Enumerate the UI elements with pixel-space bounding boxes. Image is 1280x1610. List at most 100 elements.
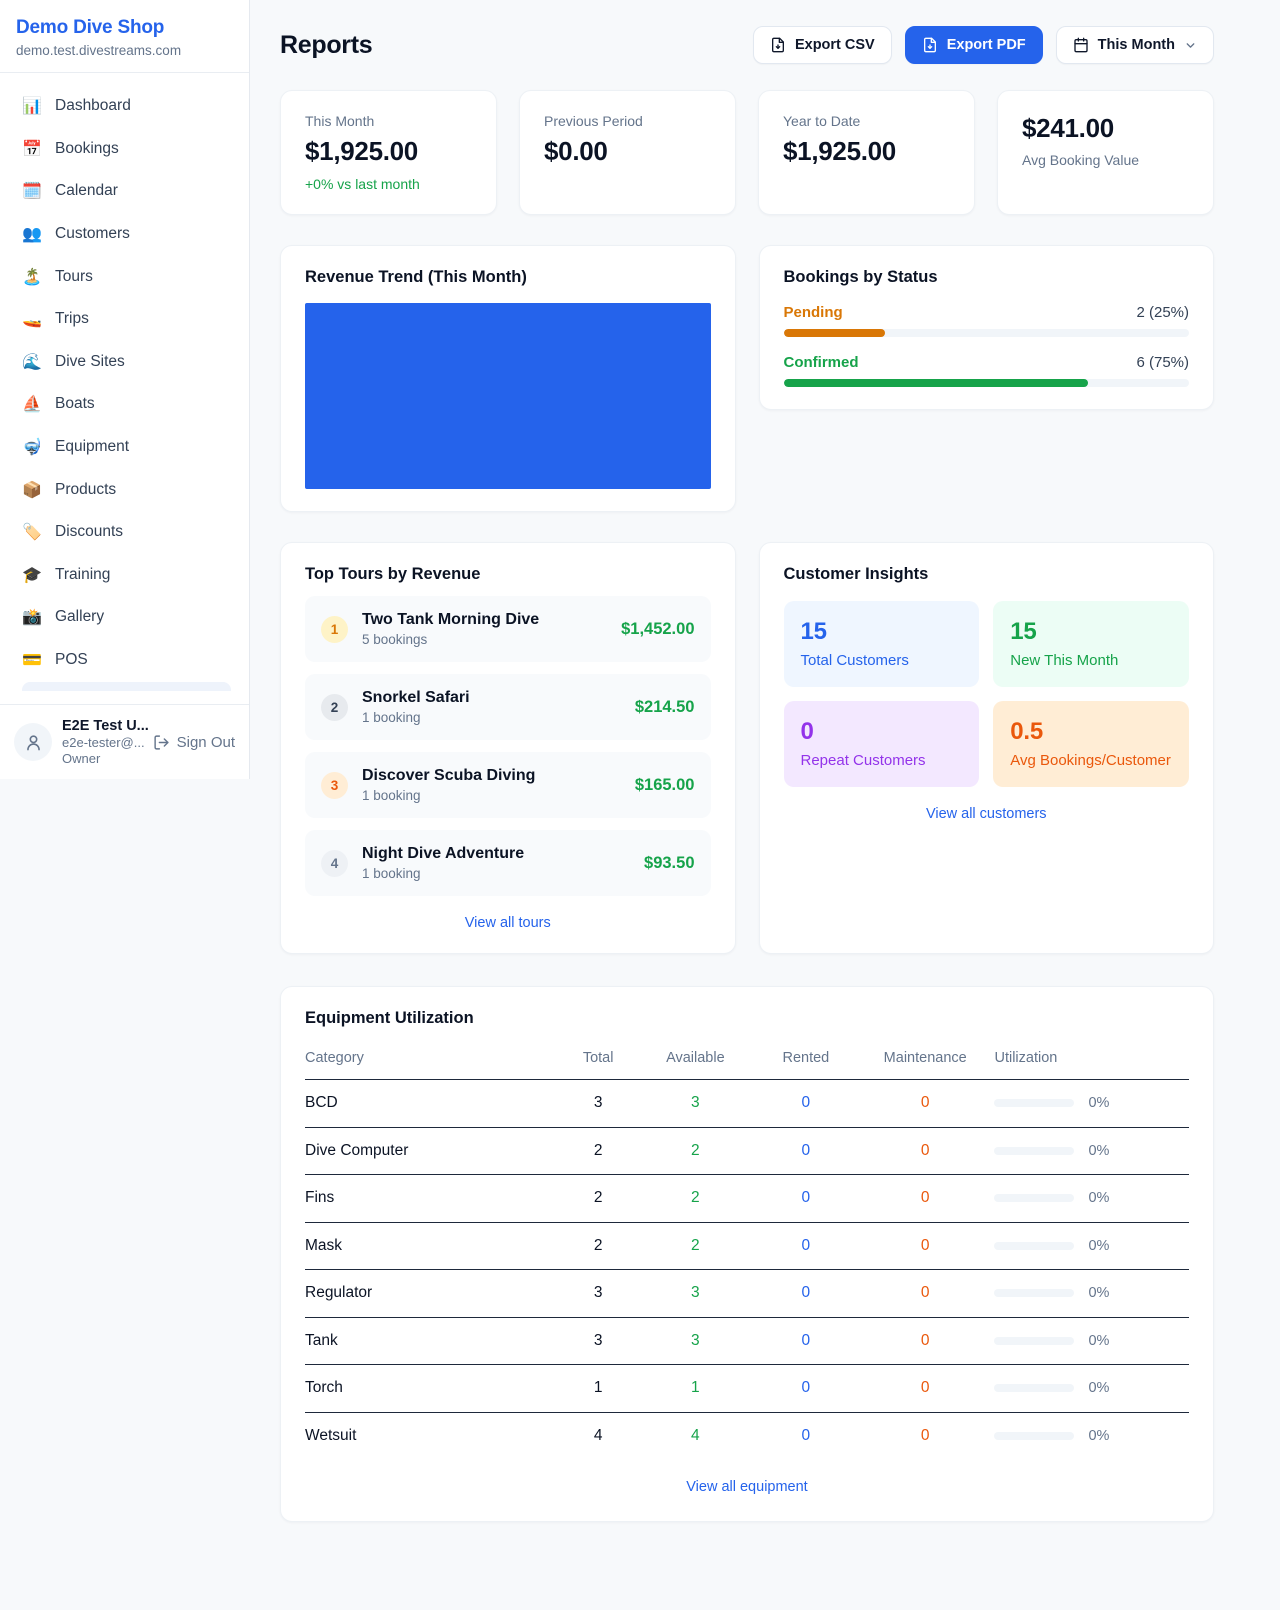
insight-tile-avg-bookings: 0.5 Avg Bookings/Customer bbox=[993, 701, 1189, 787]
user-email: e2e-tester@... bbox=[62, 735, 145, 750]
sidebar-item-products[interactable]: 📦 Products bbox=[22, 480, 117, 499]
sidebar-item-gallery[interactable]: 📸 Gallery bbox=[22, 608, 105, 627]
insight-tile-total-customers: 15 Total Customers bbox=[783, 601, 980, 687]
sidebar-header: Demo Dive Shop demo.test.divestreams.com bbox=[0, 0, 249, 73]
export-pdf-button[interactable]: Export PDF bbox=[904, 26, 1043, 64]
tour-name: Snorkel Safari bbox=[362, 689, 470, 706]
table-row: Tank 3 3 0 0 0% bbox=[305, 1317, 1189, 1365]
file-download-icon bbox=[771, 37, 784, 53]
insight-grid: 15 Total Customers 15 New This Month 0 R… bbox=[783, 601, 1189, 787]
user-panel: E2E Test U... e2e-tester@... Owner Sign … bbox=[0, 704, 249, 779]
tour-name: Two Tank Morning Dive bbox=[362, 611, 540, 628]
sign-out-button[interactable]: Sign Out bbox=[153, 734, 235, 751]
tour-bookings: 5 bookings bbox=[362, 632, 428, 647]
table-row: Torch 1 1 0 0 0% bbox=[305, 1364, 1189, 1413]
wave-icon: 🌊 bbox=[22, 353, 42, 371]
view-all-equipment-link[interactable]: View all equipment bbox=[686, 1478, 808, 1495]
utilization-bar bbox=[994, 1384, 1075, 1393]
table-header-row: Category Total Available Rented Maintena… bbox=[305, 1042, 1189, 1080]
table-row: Fins 2 2 0 0 0% bbox=[305, 1174, 1189, 1223]
revenue-trend-card: Revenue Trend (This Month) bbox=[280, 245, 736, 512]
stat-card-avg-booking-value: $241.00 Avg Booking Value bbox=[997, 90, 1214, 215]
tour-revenue: $1,452.00 bbox=[621, 619, 695, 638]
shop-name-link[interactable]: Demo Dive Shop bbox=[16, 17, 165, 38]
rank-badge: 3 bbox=[321, 771, 348, 799]
sidebar-item-calendar[interactable]: 🗓️ Calendar bbox=[22, 182, 118, 201]
stat-card-previous-period: Previous Period $0.00 bbox=[519, 90, 736, 215]
insight-tile-new-this-month: 15 New This Month bbox=[993, 601, 1189, 687]
credit-card-icon: 💳 bbox=[22, 652, 42, 670]
user-icon bbox=[26, 734, 40, 750]
tour-bookings: 1 booking bbox=[362, 788, 421, 803]
header-actions: Export CSV Export PDF This Month bbox=[752, 26, 1214, 64]
tour-name: Discover Scuba Diving bbox=[362, 767, 536, 784]
user-meta: E2E Test U... e2e-tester@... Owner bbox=[62, 718, 149, 766]
equipment-utilization-card: Equipment Utilization Category Total Ava… bbox=[280, 986, 1214, 1522]
sidebar-item-trips[interactable]: 🚤 Trips bbox=[22, 310, 89, 329]
status-progress-fill bbox=[783, 379, 1088, 387]
sidebar-item-boats[interactable]: ⛵ Boats bbox=[22, 395, 95, 414]
utilization-bar bbox=[994, 1241, 1075, 1250]
tour-bookings: 1 booking bbox=[362, 710, 421, 725]
charts-row: Revenue Trend (This Month) Bookings by S… bbox=[280, 245, 1214, 512]
customers-icon: 👥 bbox=[22, 226, 42, 244]
bookings-by-status-card: Bookings by Status Pending 2 (25%) Confi… bbox=[758, 245, 1214, 410]
table-row: Mask 2 2 0 0 0% bbox=[305, 1222, 1189, 1270]
utilization-bar bbox=[994, 1289, 1075, 1298]
stat-card-year-to-date: Year to Date $1,925.00 bbox=[758, 90, 975, 215]
status-label: Confirmed bbox=[783, 354, 859, 371]
shop-domain: demo.test.divestreams.com bbox=[16, 43, 182, 58]
rank-badge: 4 bbox=[321, 849, 348, 877]
status-label: Pending bbox=[783, 304, 843, 321]
sidebar-item-equipment[interactable]: 🤿 Equipment bbox=[22, 438, 130, 457]
revenue-trend-chart bbox=[305, 303, 711, 489]
status-progress-fill bbox=[783, 329, 885, 337]
status-progress-track bbox=[783, 329, 1189, 337]
tag-icon: 🏷️ bbox=[22, 524, 42, 542]
file-download-icon bbox=[923, 37, 936, 53]
view-all-customers-link[interactable]: View all customers bbox=[925, 806, 1047, 822]
period-select[interactable]: This Month bbox=[1055, 26, 1214, 64]
camera-icon: 📸 bbox=[22, 609, 42, 627]
table-row: Regulator 3 3 0 0 0% bbox=[305, 1269, 1189, 1318]
status-count: 2 (25%) bbox=[1136, 304, 1189, 321]
status-row-pending: Pending 2 (25%) bbox=[783, 304, 1189, 337]
export-csv-button[interactable]: Export CSV bbox=[752, 26, 892, 64]
status-count: 6 (75%) bbox=[1136, 354, 1189, 371]
graduation-cap-icon: 🎓 bbox=[22, 566, 42, 584]
tours-island-icon: 🏝️ bbox=[22, 268, 42, 286]
stat-delta: +0% vs last month bbox=[305, 176, 420, 192]
status-row-confirmed: Confirmed 6 (75%) bbox=[783, 354, 1189, 387]
sidebar-item-dive-sites[interactable]: 🌊 Dive Sites bbox=[22, 352, 125, 371]
tour-list-item: 2 Snorkel Safari 1 booking $214.50 bbox=[305, 674, 711, 740]
avatar bbox=[14, 723, 52, 761]
dive-mask-icon: 🤿 bbox=[22, 439, 42, 457]
sidebar-item-tours[interactable]: 🏝️ Tours bbox=[22, 267, 93, 286]
stats-row: This Month $1,925.00 +0% vs last month P… bbox=[280, 90, 1214, 215]
view-all-tours-link[interactable]: View all tours bbox=[464, 915, 551, 931]
sidebar-item-pos[interactable]: 💳 POS bbox=[22, 651, 88, 670]
user-name: E2E Test U... bbox=[62, 718, 149, 734]
tour-name: Night Dive Adventure bbox=[362, 845, 525, 862]
bookings-calendar-icon: 📅 bbox=[22, 140, 42, 158]
sidebar-item-discounts[interactable]: 🏷️ Discounts bbox=[22, 523, 124, 542]
rank-badge: 1 bbox=[321, 615, 348, 643]
sidebar-item-active-partial[interactable] bbox=[22, 682, 231, 692]
lists-row: Top Tours by Revenue 1 Two Tank Morning … bbox=[280, 542, 1214, 954]
utilization-bar bbox=[994, 1099, 1075, 1108]
table-row: Dive Computer 2 2 0 0 0% bbox=[305, 1127, 1189, 1175]
sidebar-item-customers[interactable]: 👥 Customers bbox=[22, 225, 130, 244]
tour-revenue: $93.50 bbox=[644, 853, 695, 872]
customer-insights-card: Customer Insights 15 Total Customers 15 … bbox=[758, 542, 1214, 954]
sidebar-item-bookings[interactable]: 📅 Bookings bbox=[22, 139, 119, 158]
sidebar-item-training[interactable]: 🎓 Training bbox=[22, 565, 111, 584]
sailboat-icon: ⛵ bbox=[22, 396, 42, 414]
sidebar-item-dashboard[interactable]: 📊 Dashboard bbox=[22, 97, 131, 116]
status-progress-track bbox=[783, 379, 1189, 387]
sign-out-icon bbox=[154, 734, 169, 750]
calendar-icon bbox=[1074, 37, 1088, 53]
tour-list-item: 1 Two Tank Morning Dive 5 bookings $1,45… bbox=[305, 596, 711, 662]
utilization-bar bbox=[994, 1336, 1075, 1345]
stat-card-this-month: This Month $1,925.00 +0% vs last month bbox=[280, 90, 497, 215]
chevron-down-icon bbox=[1186, 42, 1195, 48]
